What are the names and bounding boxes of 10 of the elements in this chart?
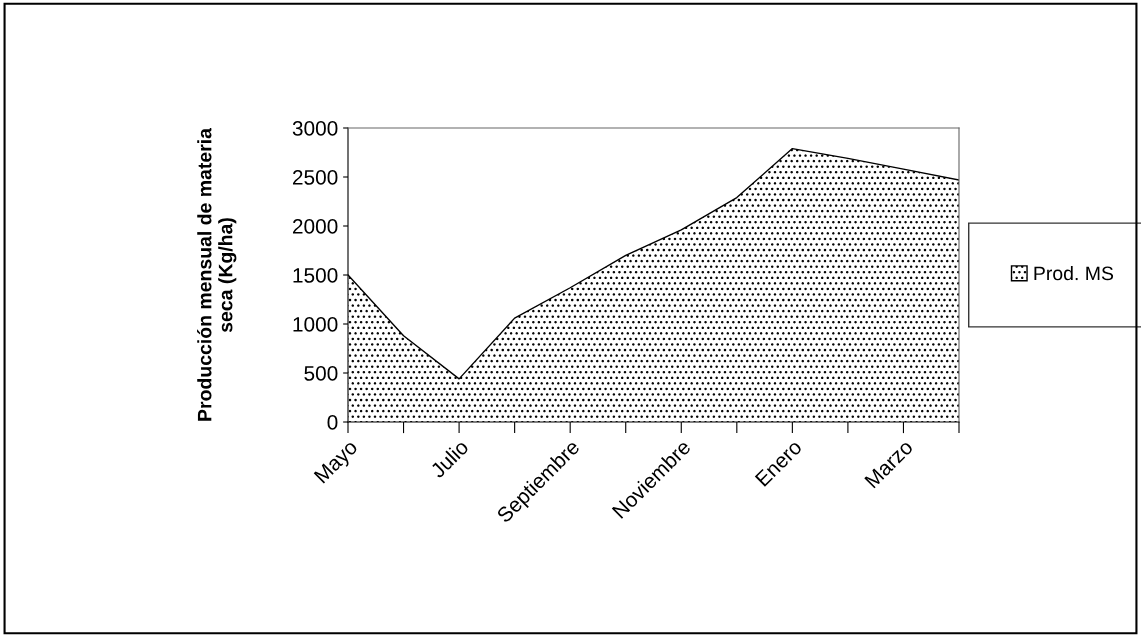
y-tick-label: 1000 — [293, 317, 338, 332]
y-tick-label: 1500 — [293, 268, 338, 283]
y-tick-label: 0 — [327, 415, 338, 430]
y-tick-label: 3000 — [292, 121, 338, 136]
y-axis-title: Producción mensual de materia seca (Kg/ha) — [197, 127, 237, 421]
y-tick-label: 2500 — [292, 170, 338, 185]
y-tick-label: 500 — [304, 366, 338, 381]
y-tick-label: 2000 — [292, 219, 338, 234]
legend-label: Prod. MS — [1034, 265, 1114, 281]
x-tick-label: Julio — [429, 438, 470, 479]
